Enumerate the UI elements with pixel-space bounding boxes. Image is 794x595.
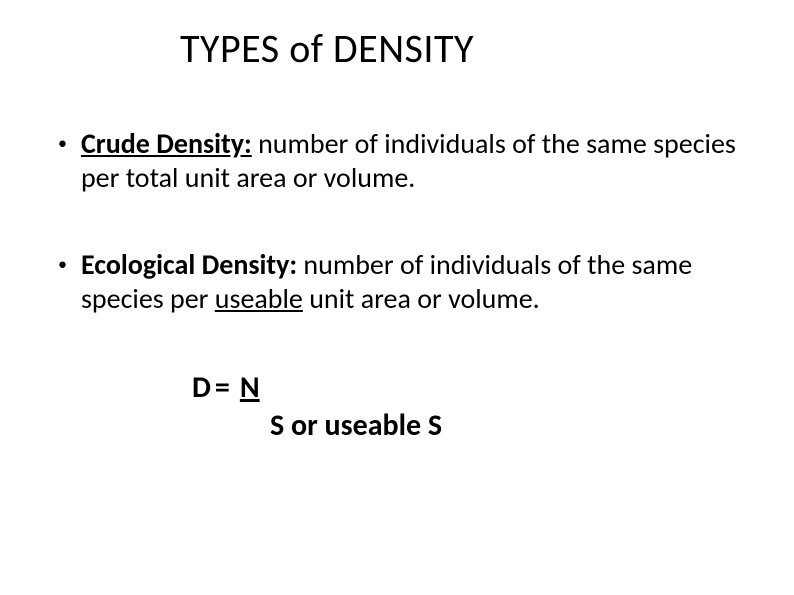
definition-suffix: unit area or volume. xyxy=(303,281,540,316)
content-area: • Crude Density: number of individuals o… xyxy=(0,127,794,444)
equation-left: D xyxy=(192,369,211,407)
bullet-marker: • xyxy=(58,254,67,276)
underlined-useable: useable xyxy=(215,281,303,316)
equation-denominator: S or useable S xyxy=(270,407,736,445)
slide-title: TYPES of DENSITY xyxy=(180,24,794,73)
bullet-text: Crude Density: number of individuals of … xyxy=(81,127,736,194)
equation-numerator: N xyxy=(240,369,260,407)
equation-line1: D = N xyxy=(192,369,736,407)
bullet-ecological-density: • Ecological Density: number of individu… xyxy=(58,248,736,315)
bullet-marker: • xyxy=(58,133,67,155)
bullet-text: Ecological Density: number of individual… xyxy=(81,248,736,315)
bullet-crude-density: • Crude Density: number of individuals o… xyxy=(58,127,736,194)
equation-equals: = xyxy=(215,369,230,407)
term-crude-density: Crude Density: xyxy=(81,126,252,161)
term-ecological-density: Ecological Density: xyxy=(81,247,297,282)
equation-block: D = N S or useable S xyxy=(192,369,736,444)
